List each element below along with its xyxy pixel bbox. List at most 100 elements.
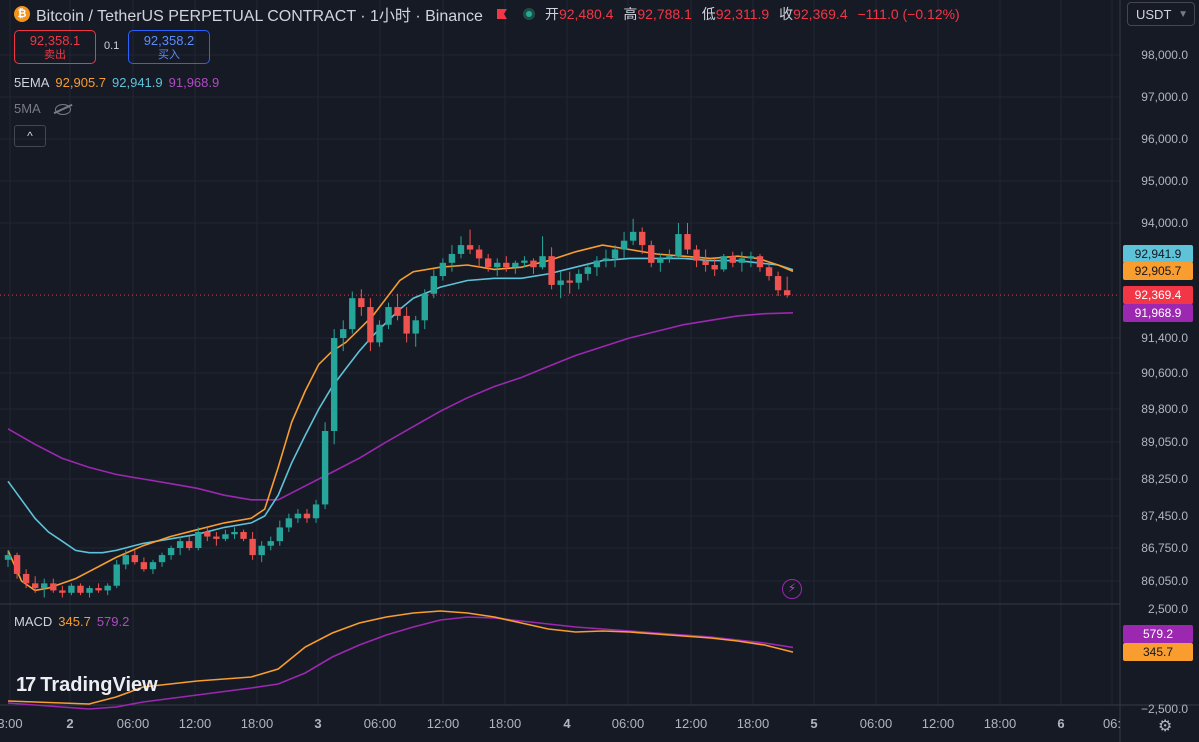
lightning-icon[interactable]: ⚡ (782, 579, 802, 599)
candle-body[interactable] (593, 260, 601, 268)
candle-body[interactable] (231, 532, 238, 535)
candle-body[interactable] (747, 256, 755, 259)
candle-body[interactable] (140, 562, 148, 570)
candle-body[interactable] (430, 276, 438, 294)
candle-body[interactable] (303, 513, 311, 519)
buy-button[interactable]: 92,358.2 买入 (128, 30, 210, 64)
candle-body[interactable] (439, 262, 447, 277)
gear-icon[interactable]: ⚙ (1158, 718, 1173, 735)
candle-body[interactable] (158, 555, 166, 563)
candle-body[interactable] (68, 585, 75, 593)
candle-body[interactable] (22, 573, 30, 584)
candle-body[interactable] (629, 231, 637, 241)
currency-select[interactable]: USDT ▼ (1127, 2, 1195, 26)
candle-body[interactable] (530, 260, 537, 268)
candle-body[interactable] (385, 307, 392, 325)
candle-body[interactable] (611, 249, 619, 259)
candle-body[interactable] (448, 253, 456, 263)
candle-body[interactable] (41, 583, 48, 589)
candle-body[interactable] (195, 532, 202, 548)
candle-body[interactable] (494, 262, 501, 268)
candle-body[interactable] (620, 240, 628, 250)
candle-body[interactable] (639, 231, 646, 246)
candle-body[interactable] (557, 280, 564, 285)
collapse-legend-button[interactable]: ^ (14, 125, 46, 147)
candle-body[interactable] (59, 590, 66, 593)
candle-body[interactable] (720, 256, 727, 270)
candle-body[interactable] (765, 267, 773, 277)
candle-body[interactable] (412, 320, 419, 334)
candle-body[interactable] (394, 307, 401, 316)
sell-button[interactable]: 92,358.1 卖出 (14, 30, 96, 64)
candle-body[interactable] (77, 585, 84, 593)
candle-body[interactable] (657, 258, 664, 263)
candle-body[interactable] (276, 527, 283, 542)
candle-body[interactable] (702, 260, 709, 266)
candle-body[interactable] (783, 290, 791, 296)
candle-body[interactable] (512, 262, 519, 268)
candle-body[interactable] (249, 538, 256, 556)
candle-body[interactable] (204, 532, 211, 537)
candle-body[interactable] (421, 293, 428, 321)
candle-body[interactable] (222, 534, 229, 539)
candle-body[interactable] (131, 555, 139, 563)
candle-body[interactable] (457, 245, 465, 254)
candle-body[interactable] (756, 256, 764, 268)
candles-group[interactable] (4, 218, 791, 598)
candle-body[interactable] (367, 307, 374, 343)
candle-body[interactable] (4, 555, 12, 560)
time-axis[interactable]: 3:00 2 06:00 12:00 18:00 3 06:00 12:00 18:00 4 06:… (0, 716, 1121, 731)
candle-body[interactable] (285, 518, 293, 528)
candle-body[interactable] (86, 588, 93, 593)
candle-body[interactable] (176, 541, 184, 548)
candle-body[interactable] (711, 265, 718, 270)
candle-body[interactable] (149, 562, 157, 570)
candle-body[interactable] (539, 256, 546, 268)
candle-body[interactable] (484, 258, 492, 268)
candle-body[interactable] (240, 532, 247, 539)
candle-body[interactable] (675, 234, 682, 257)
candle-body[interactable] (738, 258, 746, 263)
price-axis[interactable]: 98,000.0 97,000.0 96,000.0 95,000.0 94,000.0… (1141, 48, 1188, 716)
candle-body[interactable] (684, 234, 691, 250)
candle-body[interactable] (575, 273, 582, 283)
ema-legend[interactable]: 5EMA 92,905.7 92,941.9 91,968.9 (14, 75, 220, 90)
candle-body[interactable] (566, 280, 573, 283)
candle-body[interactable] (113, 564, 120, 586)
candle-body[interactable] (693, 249, 700, 261)
candle-body[interactable] (648, 245, 655, 263)
candle-body[interactable] (186, 541, 193, 548)
macd-legend[interactable]: MACD 345.7 579.2 (14, 614, 130, 629)
candle-body[interactable] (50, 583, 57, 591)
candle-body[interactable] (602, 258, 610, 261)
candle-body[interactable] (267, 541, 274, 546)
candle-body[interactable] (122, 555, 129, 565)
candle-body[interactable] (729, 256, 736, 263)
candle-body[interactable] (104, 585, 111, 591)
candle-body[interactable] (321, 431, 329, 505)
candle-body[interactable] (340, 329, 347, 338)
candle-body[interactable] (258, 545, 265, 556)
candle-body[interactable] (466, 245, 474, 250)
candle-body[interactable] (349, 298, 356, 330)
candle-body[interactable] (167, 548, 175, 556)
candle-body[interactable] (475, 249, 483, 259)
flag-icon[interactable] (496, 9, 507, 19)
ma-legend[interactable]: 5MA (14, 101, 71, 116)
candle-body[interactable] (376, 324, 383, 343)
candle-body[interactable] (13, 555, 21, 574)
candle-body[interactable] (95, 588, 102, 591)
candle-body[interactable] (521, 260, 528, 263)
candle-body[interactable] (403, 315, 410, 334)
candle-body[interactable] (213, 536, 220, 539)
macd-pane[interactable] (7, 610, 794, 710)
symbol-title[interactable]: Bitcoin / TetherUS PERPETUAL CONTRACT · … (36, 8, 483, 25)
candle-body[interactable] (503, 262, 510, 268)
candle-body[interactable] (330, 338, 338, 431)
candle-body[interactable] (666, 256, 673, 259)
candle-body[interactable] (31, 583, 39, 589)
candle-body[interactable] (774, 276, 782, 291)
hidden-eye-icon[interactable] (54, 104, 71, 116)
candle-body[interactable] (294, 513, 302, 519)
